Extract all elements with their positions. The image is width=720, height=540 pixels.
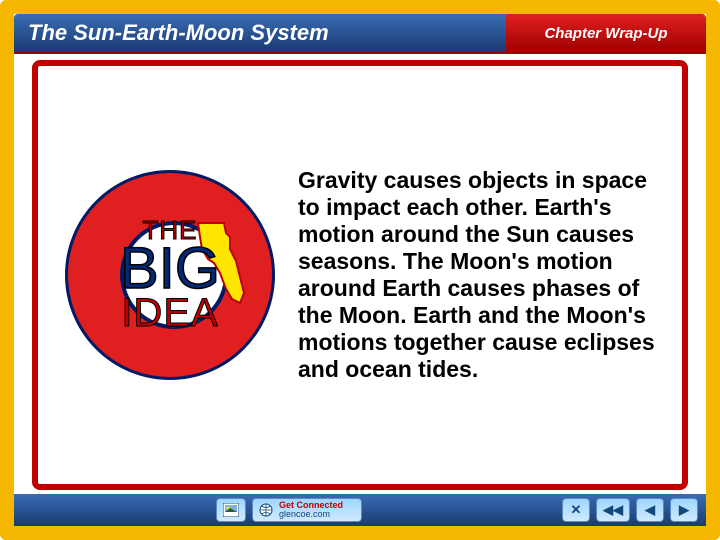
connect-sub-label: glencoe.com [279, 510, 343, 519]
header-bar: The Sun-Earth-Moon System Chapter Wrap-U… [14, 14, 706, 54]
close-button[interactable]: ✕ [562, 498, 590, 522]
badge-text: THE BIG IDEA [120, 219, 220, 331]
next-button[interactable]: ▶ [670, 498, 698, 522]
get-connected-button[interactable]: Get Connected glencoe.com [252, 498, 362, 522]
prev-button[interactable]: ◀ [636, 498, 664, 522]
footer-toolbar: Get Connected glencoe.com ✕ ◀◀ ◀ ▶ [14, 494, 706, 526]
close-icon: ✕ [571, 502, 582, 518]
slide: The Sun-Earth-Moon System Chapter Wrap-U… [0, 0, 720, 540]
rewind-button[interactable]: ◀◀ [596, 498, 630, 522]
connect-label: Get Connected glencoe.com [279, 501, 343, 519]
big-idea-badge: THE BIG IDEA [65, 170, 275, 380]
badge-line-idea: IDEA [120, 295, 220, 331]
chapter-wrapup-label: Chapter Wrap-Up [506, 14, 706, 52]
prev-icon: ◀ [645, 502, 655, 518]
big-idea-badge-wrap: THE BIG IDEA [60, 170, 280, 380]
content-panel: THE BIG IDEA Gravity causes objects in s… [32, 60, 688, 490]
badge-line-big: BIG [120, 243, 220, 295]
rewind-icon: ◀◀ [603, 502, 623, 518]
body-text: Gravity causes objects in space to impac… [298, 167, 660, 384]
gallery-button[interactable] [216, 498, 246, 522]
gallery-icon [223, 503, 239, 517]
globe-icon [259, 503, 273, 517]
chapter-title: The Sun-Earth-Moon System [14, 14, 506, 52]
next-icon: ▶ [679, 502, 689, 518]
